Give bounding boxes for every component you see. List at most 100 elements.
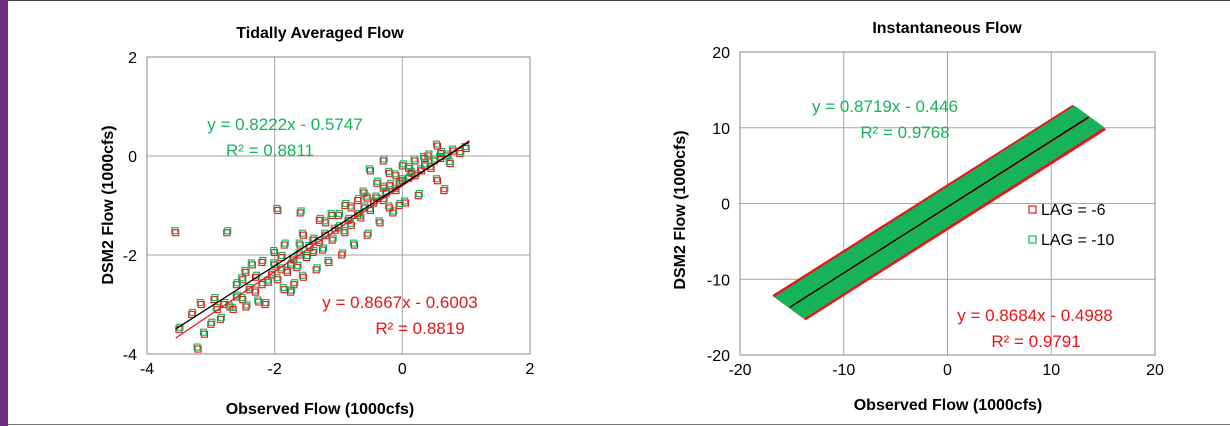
red-point (296, 209, 304, 217)
red-point (207, 320, 215, 328)
red-point (421, 154, 429, 163)
green-point (335, 209, 344, 217)
green-point (432, 140, 440, 148)
green-point (319, 244, 328, 252)
red-point (312, 266, 320, 274)
red-point (303, 253, 311, 262)
red-point (328, 236, 336, 244)
green-point (295, 239, 303, 247)
green-point (340, 227, 348, 235)
green-point (362, 192, 370, 200)
green-point (298, 271, 306, 279)
red-point (242, 303, 250, 311)
y-tick-label: -10 (707, 272, 730, 289)
legend-label-lag-10: LAG = -10 (1041, 232, 1114, 249)
red-point (347, 204, 355, 212)
green-point (349, 239, 358, 247)
green-point (278, 251, 286, 260)
legend-marker-lag-10 (1028, 235, 1037, 244)
green-point (438, 147, 446, 156)
tick-labels: -4 -2 0 2 -4 -2 0 2 (123, 50, 535, 378)
y-tick-label: -2 (123, 248, 137, 265)
red-point (392, 172, 400, 180)
red-point (299, 273, 307, 281)
black-trend-line (175, 141, 470, 330)
green-point (176, 323, 184, 331)
red-trend-r2: R² = 0.9791 (991, 332, 1080, 351)
red-point (251, 273, 260, 281)
chart-instantaneous: Instantaneous Flow Observed Flow (1000cf… (672, 20, 1164, 414)
green-point (327, 209, 335, 217)
green-point (426, 162, 434, 170)
green-point (193, 343, 201, 351)
red-point (386, 204, 394, 212)
red-point (325, 258, 333, 266)
red-point (248, 261, 256, 269)
green-point (415, 190, 423, 198)
green-point (324, 256, 332, 264)
green-point (372, 192, 380, 200)
green-point (364, 229, 372, 237)
red-point (213, 305, 221, 314)
y-tick-label: 2 (128, 50, 137, 67)
red-point (194, 345, 202, 353)
red-point (299, 231, 307, 239)
red-point (242, 268, 250, 276)
legend: LAG = -6 LAG = -10 (1028, 202, 1114, 249)
green-trend-r2: R² = 0.9768 (860, 123, 949, 142)
green-point (273, 274, 281, 282)
green-point (254, 296, 262, 304)
red-point (290, 281, 298, 289)
x-tick-label: 0 (398, 361, 407, 378)
green-point (346, 202, 354, 210)
red-point (283, 268, 291, 276)
green-point (270, 246, 278, 255)
red-point (239, 295, 247, 304)
red-point (309, 248, 317, 257)
red-point (395, 201, 403, 210)
red-point (462, 145, 470, 153)
x-tick-label: 10 (1042, 362, 1060, 379)
red-point (280, 241, 288, 249)
tick-labels: -20 -10 0 10 20 -20 -10 0 10 20 (707, 45, 1164, 379)
red-point (373, 179, 381, 187)
green-point (297, 207, 305, 215)
green-point (282, 266, 290, 274)
trend-lines (789, 116, 1089, 308)
plot-frame (739, 51, 1156, 356)
green-point (420, 152, 428, 161)
legend-label-lag-6: LAG = -6 (1041, 202, 1106, 219)
red-point (293, 263, 301, 271)
red-point (437, 149, 445, 158)
green-point (375, 217, 383, 225)
red-point (223, 229, 231, 237)
green-point (208, 318, 216, 326)
red-point (172, 229, 180, 237)
green-point (250, 286, 259, 294)
chart-title: Tidally Averaged Flow (236, 25, 404, 42)
green-point (380, 182, 388, 190)
green-point (259, 256, 267, 264)
green-point (233, 279, 241, 287)
green-point (288, 286, 296, 294)
red-point (414, 192, 422, 200)
green-point (189, 308, 197, 316)
y-axis-label: DSM2 Flow (1000cfs) (100, 125, 117, 284)
green-point (224, 227, 232, 235)
x-axis-label: Observed Flow (1000cfs) (854, 397, 1043, 414)
y-tick-label: 20 (712, 45, 730, 62)
red-point (357, 214, 365, 222)
red-point (347, 221, 355, 229)
green-point (238, 293, 246, 302)
red-point (258, 258, 266, 266)
red-point (197, 300, 205, 309)
bottom-rule (8, 424, 1230, 425)
green-point (321, 229, 329, 237)
green-point (298, 229, 306, 237)
green-point (238, 274, 246, 282)
green-point (321, 217, 329, 225)
red-point (322, 219, 330, 227)
green-point (273, 204, 281, 212)
green-point (410, 155, 418, 163)
red-point (271, 261, 279, 269)
